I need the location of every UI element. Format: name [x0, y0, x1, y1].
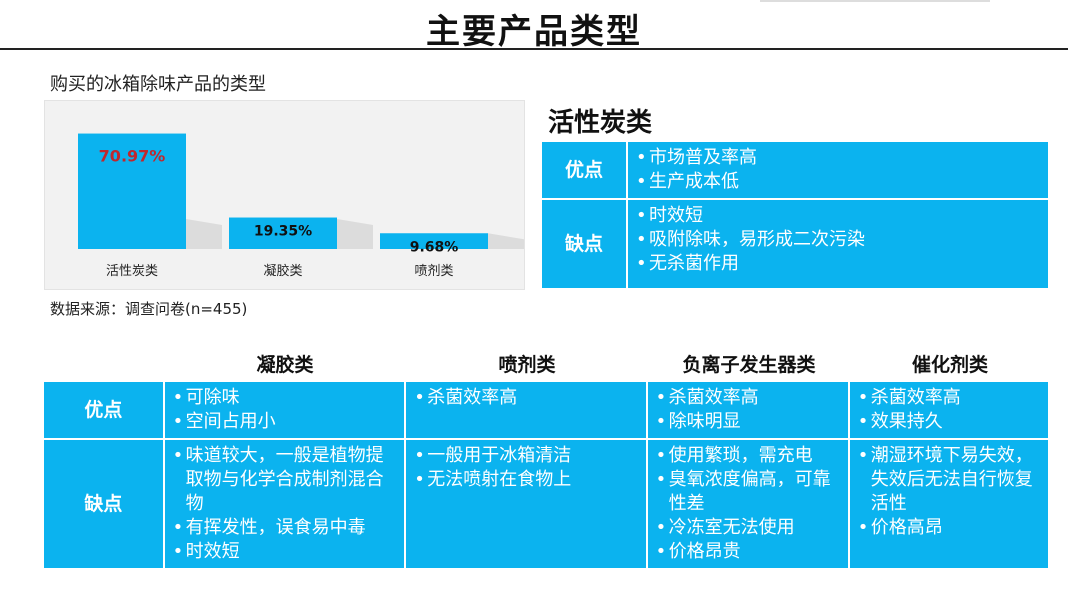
list-item: 价格高昂 [856, 516, 1042, 540]
list-item: 时效短 [634, 204, 1042, 228]
spray-pros-list: 杀菌效率高 [412, 386, 639, 410]
comparison-pros-label: 优点 [42, 380, 165, 440]
list-item: 杀菌效率高 [856, 386, 1042, 410]
ionizer-cons-cell: 使用繁琐，需充电臭氧浓度偏高，可靠性差冷冻室无法使用价格昂贵 [645, 438, 850, 570]
catalyst-pros-list: 杀菌效率高效果持久 [856, 386, 1042, 434]
column-header-catalyst: 催化剂类 [911, 354, 988, 376]
bar-2 [380, 233, 488, 249]
pros-cell: 市场普及率高生产成本低 [626, 140, 1050, 200]
bar-shadow [488, 233, 524, 249]
list-item: 时效短 [171, 540, 399, 564]
cons-cell: 时效短吸附除味，易形成二次污染无杀菌作用 [626, 198, 1050, 290]
column-header-ionizer: 负离子发生器类 [682, 354, 816, 376]
list-item: 吸附除味，易形成二次污染 [634, 228, 1042, 252]
list-item: 有挥发性，误食易中毒 [171, 516, 399, 540]
list-item: 一般用于冰箱清洁 [412, 444, 639, 468]
page-title: 主要产品类型 [426, 12, 642, 52]
gel-pros-list: 可除味空间占用小 [171, 386, 399, 434]
comparison-column-headers: 凝胶类 喷剂类 负离子发生器类 催化剂类 [0, 350, 1068, 378]
data-label-1: 19.35% [254, 224, 312, 240]
comparison-cons-label: 缺点 [42, 438, 165, 570]
spray-pros-cell: 杀菌效率高 [404, 380, 648, 440]
data-source-note: 数据来源：调查问卷(n=455) [50, 300, 248, 318]
spray-cons-list: 一般用于冰箱清洁无法喷射在食物上 [412, 444, 639, 492]
list-item: 除味明显 [654, 410, 842, 434]
ionizer-pros-cell: 杀菌效率高除味明显 [645, 380, 850, 440]
list-item: 无法喷射在食物上 [412, 468, 639, 492]
bar-chart-canvas: 70.97% 活性炭类 19.35% 凝胶类 9.68% 喷剂类 [78, 133, 524, 279]
spray-cons-cell: 一般用于冰箱清洁无法喷射在食物上 [404, 438, 648, 570]
column-header-spray: 喷剂类 [498, 354, 556, 376]
gel-pros-cell: 可除味空间占用小 [162, 380, 407, 440]
gel-cons-cell: 味道较大，一般是植物提取物与化学合成制剂混合物有挥发性，误食易中毒时效短 [162, 438, 407, 570]
list-item: 潮湿环境下易失效，失效后无法自行恢复活性 [856, 444, 1042, 516]
list-item: 使用繁琐，需充电 [654, 444, 842, 468]
list-item: 生产成本低 [634, 170, 1042, 194]
bar-shadow [186, 219, 222, 249]
list-item: 杀菌效率高 [654, 386, 842, 410]
chart-caption: 购买的冰箱除味产品的类型 [50, 74, 266, 95]
pros-label: 优点 [540, 140, 628, 200]
header-accent-line [760, 0, 990, 2]
gel-cons-list: 味道较大，一般是植物提取物与化学合成制剂混合物有挥发性，误食易中毒时效短 [171, 444, 399, 564]
list-item: 杀菌效率高 [412, 386, 639, 410]
list-item: 效果持久 [856, 410, 1042, 434]
list-item: 冷冻室无法使用 [654, 516, 842, 540]
activated-carbon-table: 优点 市场普及率高生产成本低 缺点 时效短吸附除味，易形成二次污染无杀菌作用 [540, 140, 1050, 290]
cons-label: 缺点 [540, 198, 628, 290]
list-item: 臭氧浓度偏高，可靠性差 [654, 468, 842, 516]
bar-shadow [337, 219, 373, 249]
category-label-1: 凝胶类 [263, 263, 302, 279]
title-underline [0, 48, 1068, 50]
category-label-0: 活性炭类 [106, 264, 158, 279]
list-item: 市场普及率高 [634, 146, 1042, 170]
list-item: 可除味 [171, 386, 399, 410]
pros-row: 优点 市场普及率高生产成本低 [540, 140, 1050, 200]
data-label-2: 9.68% [410, 239, 459, 255]
catalyst-cons-list: 潮湿环境下易失效，失效后无法自行恢复活性价格高昂 [856, 444, 1042, 540]
data-label-0: 70.97% [99, 147, 166, 166]
list-item: 价格昂贵 [654, 540, 842, 564]
cons-row: 缺点 时效短吸附除味，易形成二次污染无杀菌作用 [540, 198, 1050, 290]
comparison-table: 优点 可除味空间占用小 杀菌效率高 杀菌效率高除味明显 杀菌效率高效果持久 缺点… [42, 380, 1051, 570]
cons-list: 时效短吸附除味，易形成二次污染无杀菌作用 [634, 204, 1042, 276]
list-item: 空间占用小 [171, 410, 399, 434]
column-header-gel: 凝胶类 [256, 354, 314, 376]
comparison-pros-row: 优点 可除味空间占用小 杀菌效率高 杀菌效率高除味明显 杀菌效率高效果持久 [42, 380, 1051, 440]
activated-carbon-title: 活性炭类 [548, 108, 653, 138]
comparison-cons-row: 缺点 味道较大，一般是植物提取物与化学合成制剂混合物有挥发性，误食易中毒时效短 … [42, 438, 1051, 570]
catalyst-pros-cell: 杀菌效率高效果持久 [847, 380, 1051, 440]
list-item: 无杀菌作用 [634, 252, 1042, 276]
category-label-2: 喷剂类 [414, 264, 453, 279]
bar-0 [78, 133, 186, 249]
ionizer-cons-list: 使用繁琐，需充电臭氧浓度偏高，可靠性差冷冻室无法使用价格昂贵 [654, 444, 842, 564]
list-item: 味道较大，一般是植物提取物与化学合成制剂混合物 [171, 444, 399, 516]
ionizer-pros-list: 杀菌效率高除味明显 [654, 386, 842, 434]
bar-chart: 70.97% 活性炭类 19.35% 凝胶类 9.68% 喷剂类 [44, 100, 525, 290]
pros-list: 市场普及率高生产成本低 [634, 146, 1042, 194]
bar-1 [229, 217, 337, 249]
catalyst-cons-cell: 潮湿环境下易失效，失效后无法自行恢复活性价格高昂 [847, 438, 1051, 570]
